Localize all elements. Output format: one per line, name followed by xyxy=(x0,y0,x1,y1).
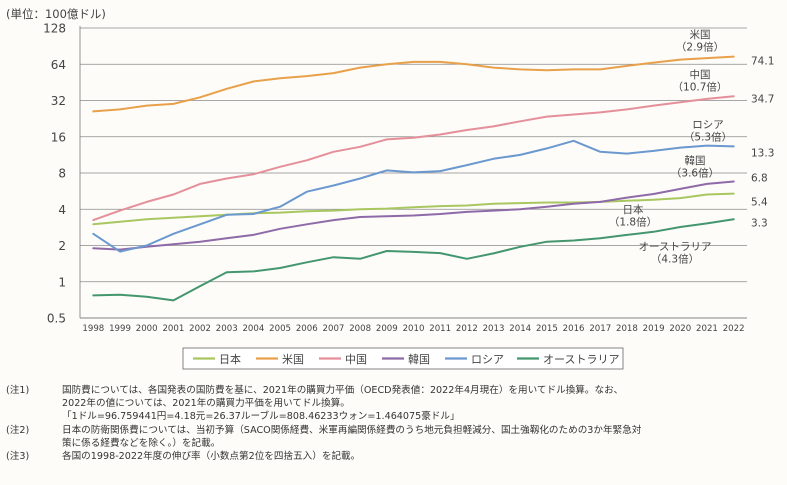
x-tick-label: 2005 xyxy=(269,324,291,334)
series-annotation: （4.3倍） xyxy=(651,253,699,266)
series-annotation: 韓国 xyxy=(685,155,706,167)
end-value-label: 6.8 xyxy=(751,172,768,184)
note-line: (注1) 国防費については、各国発表の国防費を基に、2021年の購買力平価（OEC… xyxy=(6,384,781,397)
x-tick-label: 2015 xyxy=(536,324,558,334)
series-annotation: （3.6倍） xyxy=(671,167,719,180)
end-value-label: 3.3 xyxy=(751,217,768,229)
series-line-中国 xyxy=(92,95,735,222)
legend-label: 日本 xyxy=(219,352,241,366)
note-tag: (注3) xyxy=(6,451,30,463)
note-line: 2022年の値については、2021年の購買力平価を用いてドル換算。 xyxy=(62,398,350,410)
note-line: 「1ドル=96.759441円=4.18元=26.37ルーブル=808.4623… xyxy=(62,411,460,423)
note-text: 日本の防衛関係費については、当初予算（SACO関係経費、米軍再編関係経費のうち地… xyxy=(62,424,642,436)
x-tick-label: 2018 xyxy=(616,324,638,334)
x-tick-label: 2001 xyxy=(162,324,184,334)
x-tick-label: 2014 xyxy=(509,324,531,334)
end-value-label: 34.7 xyxy=(751,93,774,105)
series-annotation: 米国 xyxy=(690,28,711,41)
legend-label: 中国 xyxy=(345,353,367,366)
series-annotation: ロシア xyxy=(692,119,724,131)
end-value-label: 13.3 xyxy=(751,147,774,159)
x-tick-label: 2022 xyxy=(723,324,745,334)
x-tick-label: 2003 xyxy=(216,324,238,334)
y-tick-label: 1 xyxy=(58,275,66,289)
x-tick-label: 2009 xyxy=(376,324,398,334)
series-annotation: オーストラリア xyxy=(639,241,712,253)
y-tick-label: 128 xyxy=(43,22,66,36)
end-value-label: 74.1 xyxy=(751,56,774,68)
series-line-韓国 xyxy=(92,180,735,251)
y-tick-label: 4 xyxy=(58,203,66,217)
note-line: (注2) 日本の防衛関係費については、当初予算（SACO関係経費、米軍再編関係経費… xyxy=(6,424,781,437)
series-line-ロシア xyxy=(92,139,735,253)
legend-label: 韓国 xyxy=(408,353,430,366)
footnotes: (注1) 国防費については、各国発表の国防費を基に、2021年の購買力平価（OEC… xyxy=(6,384,781,463)
x-tick-label: 2012 xyxy=(456,324,478,334)
x-tick-label: 2006 xyxy=(296,324,318,334)
x-tick-label: 1998 xyxy=(82,324,104,334)
y-tick-label: 32 xyxy=(51,94,66,108)
note-line: 策に係る経費などを除く。）を記載。 xyxy=(62,437,221,449)
legend-label: オーストラリア xyxy=(543,353,619,366)
series-annotation: 日本 xyxy=(623,203,644,216)
series-annotation: 中国 xyxy=(690,68,711,81)
unit-label: (単位：100億ドル) xyxy=(6,7,106,21)
series-line-米国 xyxy=(92,55,735,113)
x-tick-label: 2017 xyxy=(589,324,611,334)
legend-label: 米国 xyxy=(282,353,304,366)
series-line-日本 xyxy=(92,192,735,226)
x-tick-label: 2016 xyxy=(563,324,585,334)
x-tick-label: 2000 xyxy=(136,324,158,334)
x-tick-label: 2020 xyxy=(669,324,691,334)
legend-label: ロシア xyxy=(471,353,504,366)
x-tick-label: 2002 xyxy=(189,324,211,334)
series-annotation: （10.7倍） xyxy=(673,81,728,94)
x-tick-label: 2008 xyxy=(349,324,371,334)
note-tag: (注1) xyxy=(6,385,30,396)
y-tick-label: 16 xyxy=(51,130,66,144)
legend: 日本 米国 中国 韓国 ロシア オーストラリア xyxy=(182,347,624,370)
x-tick-label: 2019 xyxy=(643,324,665,334)
x-tick-label: 2010 xyxy=(403,324,425,334)
series-annotation: （5.3倍） xyxy=(684,131,732,144)
series-annotation: （2.9倍） xyxy=(676,41,724,54)
note-text: 国防費については、各国発表の国防費を基に、2021年の購買力平価（OECD発表値… xyxy=(62,385,624,396)
x-tick-label: 2011 xyxy=(429,324,451,334)
x-tick-label: 2021 xyxy=(696,324,718,334)
note-line: (注3) 各国の1998-2022年度の伸び率（小数点第2位を四捨五入）を記載。 xyxy=(6,450,781,463)
end-value-label: 5.4 xyxy=(751,197,768,209)
series-line-オーストラリア xyxy=(92,218,735,302)
note-tag: (注2) xyxy=(6,424,30,436)
y-tick-label: 2 xyxy=(58,239,66,253)
series-annotation: （1.8倍） xyxy=(609,216,657,229)
chart-svg: (単位：100億ドル) 0.5 1 2 4 8 16 32 64 128 1998 1999 2000 2… xyxy=(6,7,774,370)
x-tick-label: 2004 xyxy=(242,324,264,334)
x-tick-label: 2007 xyxy=(323,324,345,334)
x-tick-label: 2013 xyxy=(483,324,505,334)
y-tick-label: 8 xyxy=(58,167,66,181)
y-tick-label: 64 xyxy=(51,58,66,72)
x-tick-label: 1999 xyxy=(109,324,131,334)
y-tick-label: 0.5 xyxy=(47,312,66,326)
note-text: 各国の1998-2022年度の伸び率（小数点第2位を四捨五入）を記載。 xyxy=(62,451,361,463)
